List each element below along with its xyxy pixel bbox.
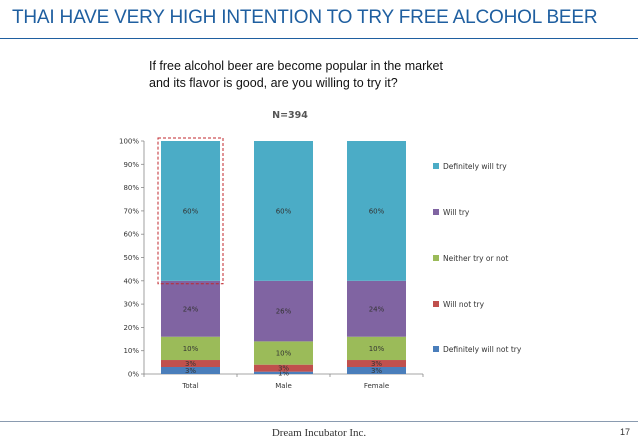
- bar-segment: [347, 141, 406, 281]
- bar-segment: [347, 360, 406, 368]
- bar-segment: [161, 280, 220, 337]
- bar-segment: [347, 367, 406, 374]
- legend-swatch: [433, 301, 439, 307]
- legend-swatch: [433, 255, 439, 261]
- legend-swatch: [433, 163, 439, 169]
- y-tick-label: 90%: [123, 161, 139, 169]
- legend-label: Definitely will not try: [443, 345, 522, 354]
- bar-segment: [254, 364, 313, 372]
- bar-segment: [254, 280, 313, 342]
- y-tick-label: 70%: [123, 207, 139, 215]
- sample-size-annotation: N=394: [272, 110, 308, 121]
- bar-segment: [254, 141, 313, 281]
- data-label: 3%: [278, 365, 289, 373]
- y-tick-label: 10%: [123, 347, 139, 355]
- y-tick-label: 0%: [128, 371, 139, 379]
- question-line-1: If free alcohol beer are become popular …: [149, 59, 443, 73]
- y-tick-label: 50%: [123, 254, 139, 262]
- x-category-label: Male: [275, 382, 292, 390]
- legend-label: Will not try: [443, 300, 485, 309]
- bar-segment: [161, 367, 220, 374]
- bar-segment: [161, 360, 220, 368]
- y-tick-label: 30%: [123, 301, 139, 309]
- data-label: 24%: [183, 305, 199, 313]
- question-line-2: and its flavor is good, are you willing …: [149, 76, 398, 90]
- bar-segment: [161, 141, 220, 281]
- y-tick-label: 60%: [123, 231, 139, 239]
- bar-segment: [347, 280, 406, 337]
- legend-label: Definitely will try: [443, 162, 507, 171]
- bar-segment: [161, 336, 220, 361]
- legend-label: Neither try or not: [443, 254, 508, 263]
- legend-swatch: [433, 346, 439, 352]
- data-label: 60%: [369, 207, 385, 215]
- data-label: 3%: [185, 367, 196, 375]
- stacked-bar-chart: N=394 0% 10% 20% 30% 40% 50% 60% 70% 80% 90% 100% 3%…: [119, 110, 522, 390]
- x-category-label: Total: [181, 382, 198, 390]
- bar-segment: [254, 341, 313, 365]
- legend-swatch: [433, 209, 439, 215]
- title-divider: [0, 38, 638, 39]
- data-label: 26%: [276, 308, 292, 316]
- data-label: 10%: [276, 350, 292, 358]
- y-tick-label: 40%: [123, 277, 139, 285]
- data-label: 10%: [369, 345, 385, 353]
- footer-company: Dream Incubator Inc.: [271, 427, 367, 439]
- data-label: 24%: [369, 305, 385, 313]
- page-number: 17: [619, 427, 630, 437]
- data-label: 60%: [276, 207, 292, 215]
- data-label: 3%: [371, 360, 382, 368]
- slide-title: THAI HAVE VERY HIGH INTENTION TO TRY FRE…: [12, 7, 598, 28]
- legend-label: Will try: [443, 208, 470, 217]
- data-label: 3%: [371, 367, 382, 375]
- y-tick-label: 20%: [123, 324, 139, 332]
- survey-question: If free alcohol beer are become popular …: [149, 58, 509, 92]
- y-tick-label: 100%: [119, 138, 139, 146]
- data-label: 10%: [183, 345, 199, 353]
- footer-divider: [0, 421, 638, 422]
- data-label: 60%: [183, 207, 199, 215]
- bar-segment: [254, 371, 313, 374]
- highlight-box: [157, 137, 224, 285]
- y-tick-label: 80%: [123, 184, 139, 192]
- x-category-label: Female: [364, 382, 389, 390]
- data-label: 1%: [278, 369, 289, 377]
- data-label: 3%: [185, 360, 196, 368]
- bar-segment: [347, 336, 406, 361]
